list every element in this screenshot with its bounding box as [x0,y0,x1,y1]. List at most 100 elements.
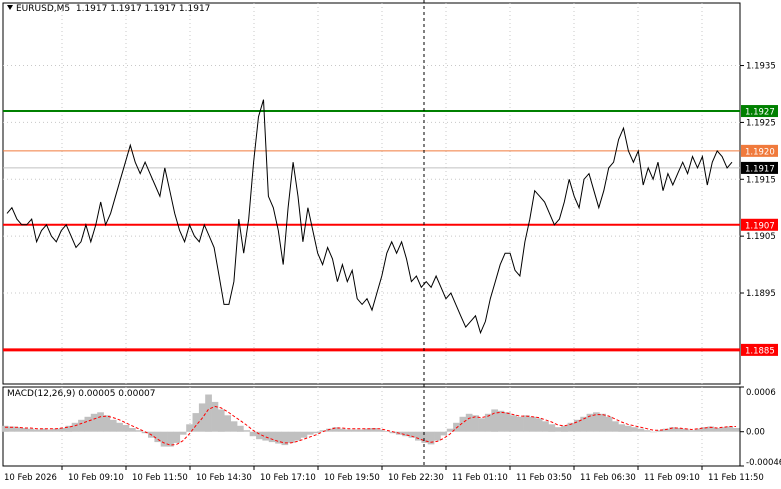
macd-histogram-bar [542,421,549,432]
macd-histogram-bar [624,425,632,432]
macd-histogram-bar [287,431,295,443]
macd-histogram-bar [135,430,142,432]
macd-histogram-bar [694,428,702,432]
macd-histogram-bar [71,422,79,432]
macd-histogram-bar [669,427,676,432]
time-axis-label: 10 Feb 09:10 [68,473,124,483]
macd-histogram-bar [376,429,384,432]
macd-histogram-bar [408,431,416,438]
macd-histogram-bar [504,412,511,432]
level-price-label: 1.1885 [745,346,775,356]
macd-histogram-bar [631,427,638,432]
level-price-badge [741,343,778,356]
macd-histogram-bar [306,431,314,435]
macd-histogram-bar [78,419,85,432]
macd-histogram-bar [586,413,594,432]
macd-histogram-bar [46,429,53,432]
price-tick-label: 1.1915 [746,175,776,185]
time-axis-label: 11 Feb 06:30 [580,473,636,483]
macd-histogram-bar [160,431,168,447]
level-price-label: 1.1920 [745,147,775,157]
macd-histogram-bar [491,409,498,432]
macd-histogram-bar [383,431,390,432]
macd-histogram-bar [389,431,397,434]
macd-histogram-bar [326,428,333,432]
macd-histogram-bar [141,431,149,434]
macd-histogram-bar [415,431,422,441]
macd-histogram-bar [179,431,187,435]
time-axis-label: 10 Feb 22:30 [388,473,444,483]
level-price-label: 1.1927 [745,108,775,118]
macd-tick-label: 0.0006 [746,388,776,398]
macd-histogram-bar [713,428,721,432]
macd-histogram-bar [65,425,73,432]
macd-histogram-bar [370,428,378,432]
macd-histogram-bar [484,413,492,432]
level-price-label: 1.1917 [745,164,775,174]
macd-signal-line [5,405,736,446]
macd-histogram-bar [656,430,664,432]
macd-histogram-bar [351,429,359,432]
macd-histogram-bar [281,431,289,446]
macd-histogram-bar [529,416,537,432]
macd-histogram-bar [637,428,645,432]
dropdown-triangle-icon[interactable] [7,5,13,10]
ohlc-values: 1.1917 1.1917 1.1917 1.1917 [75,4,211,14]
macd-histogram-bar [561,425,568,432]
macd-histogram-bar [599,413,606,432]
price-tick-label: 1.1925 [746,118,776,128]
macd-histogram-bar [605,416,613,432]
macd-tick-label: -0.00046 [746,458,781,468]
macd-histogram-bar [167,431,174,447]
macd-histogram-bar [230,421,238,432]
macd-histogram-bar [434,431,441,441]
macd-histogram-bar [345,429,352,432]
macd-histogram-bar [90,413,98,432]
macd-histogram-bar [643,430,651,432]
macd-histogram-bar [192,413,200,432]
macd-histogram-bar [173,431,181,443]
macd-histogram-bar [478,418,486,432]
macd-histogram-bar [122,425,130,432]
macd-histogram-bar [580,416,587,432]
macd-tick-label: 0.00 [746,428,765,438]
time-axis-label: 11 Feb 03:50 [516,473,572,483]
macd-histogram-bar [593,412,600,432]
macd-histogram-bar [116,422,123,432]
macd-histogram-bar [154,431,162,443]
level-price-badge [741,144,778,157]
macd-histogram-bar [707,426,715,432]
time-axis-label: 10 Feb 11:50 [132,473,188,483]
macd-histogram-bar [33,429,41,432]
macd-histogram-bar [211,401,219,432]
symbol-label: EURUSD,M5 [16,4,71,14]
macd-histogram-bar [472,415,479,432]
time-axis-label: 11 Feb 09:10 [644,473,700,483]
main-panel-frame [2,2,741,385]
macd-histogram-bar [249,431,257,437]
macd-histogram-bar [8,426,15,432]
macd-histogram-bar [332,427,340,432]
macd-histogram-bar [14,427,22,432]
macd-histogram-bar [440,431,448,436]
macd-histogram-bar [421,431,429,443]
macd-histogram-bar [726,426,734,432]
macd-histogram-bar [573,419,581,432]
time-axis-label: 10 Feb 2026 [4,473,57,483]
level-price-badge [741,105,778,118]
macd-histogram-bar [510,415,517,432]
macd-histogram-bar [186,424,193,432]
macd-histogram-bar [275,431,282,444]
macd-histogram-bar [427,431,435,445]
macd-histogram-bar [243,430,251,432]
time-axis-label: 10 Feb 14:30 [196,473,252,483]
macd-histogram-bar [364,428,371,432]
macd-histogram-bar [567,422,575,432]
time-axis-label: 10 Feb 19:50 [324,473,380,483]
macd-histogram-bar [205,394,212,432]
macd-histogram-bar [103,415,111,432]
macd-histogram-bar [52,428,60,432]
macd-histogram-bar [97,412,104,432]
macd-histogram-bar [688,430,695,432]
